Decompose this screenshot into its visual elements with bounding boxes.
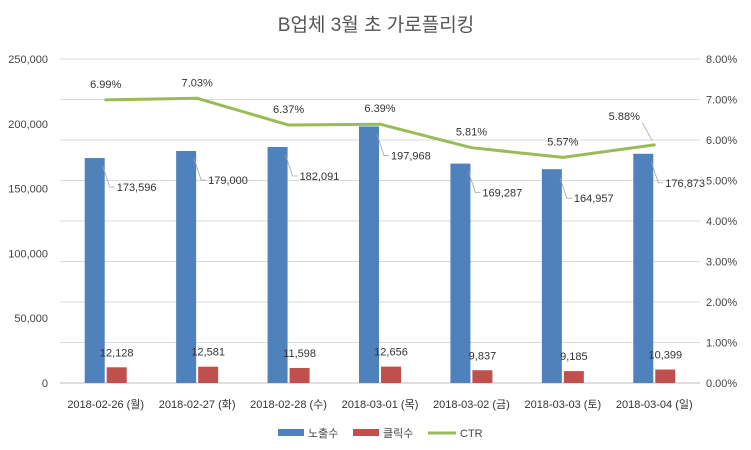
y-right-tick-label: 0.00% — [706, 378, 737, 390]
x-tick-label: 2018-03-02 (금) — [433, 399, 510, 411]
impressions-bar — [84, 158, 105, 383]
ctr-point — [561, 155, 565, 159]
ctr-point — [287, 123, 291, 127]
clicks-bar — [289, 367, 310, 383]
ctr-point — [378, 122, 382, 126]
clicks-data-label: 11,598 — [283, 348, 316, 360]
impressions-bar — [633, 153, 654, 383]
ctr-data-label: 5.57% — [547, 136, 578, 148]
impressions-leader-line — [102, 165, 115, 188]
clicks-bar — [655, 369, 676, 383]
impressions-bar — [267, 147, 288, 383]
clicks-data-label: 12,128 — [100, 347, 134, 359]
impressions-leader-line — [376, 134, 389, 156]
y-left-tick-label: 50,000 — [14, 313, 48, 325]
impressions-data-label: 173,596 — [117, 182, 157, 194]
impressions-data-label: 197,968 — [391, 150, 431, 162]
ctr-data-label: 6.37% — [273, 104, 304, 116]
legend: 노출수 클릭수 CTR — [278, 427, 483, 440]
ctr-data-label: 7.03% — [182, 77, 213, 89]
y-right-tick-label: 8.00% — [706, 54, 737, 66]
impressions-bar — [176, 151, 197, 383]
clicks-data-label: 10,399 — [648, 350, 682, 362]
y-left-tick-label: 0 — [42, 378, 48, 390]
y-left-tick-label: 150,000 — [8, 184, 48, 196]
x-tick-label: 2018-03-03 (토) — [524, 399, 601, 411]
impressions-bar — [450, 163, 471, 383]
y-left-tick-label: 100,000 — [8, 248, 48, 260]
data-labels: 173,596 12,128 179,000 12,581 182,091 11,598 1… — [90, 77, 705, 363]
clicks-data-label: 12,581 — [191, 347, 225, 359]
impressions-bar — [359, 126, 379, 383]
y-left-tick-label: 200,000 — [8, 119, 48, 131]
legend-swatch-impressions — [278, 429, 304, 436]
ctr-data-label: 6.99% — [90, 79, 121, 91]
impressions-leader-line — [285, 154, 298, 177]
x-tick-label: 2018-03-01 (목) — [342, 398, 419, 411]
impressions-data-label: 164,957 — [574, 193, 614, 205]
impressions-data-label: 176,873 — [665, 178, 705, 190]
y-right-tick-label: 6.00% — [706, 135, 737, 147]
y-right-tick-label: 2.00% — [706, 297, 737, 309]
legend-label-clicks: 클릭수 — [383, 427, 413, 440]
impressions-bar — [541, 169, 562, 383]
legend-swatch-clicks — [353, 429, 379, 436]
ctr-point — [104, 98, 108, 102]
clicks-data-label: 12,656 — [374, 347, 408, 359]
clicks-bar — [106, 367, 127, 383]
y-right-tick-label: 4.00% — [706, 216, 737, 228]
y-right-tick-label: 7.00% — [706, 95, 737, 107]
y-right-tick-label: 5.00% — [706, 176, 737, 188]
axis-ticks: 0.00% 1.00% 2.00% 3.00% 4.00% 5.00% 6.00% 7.00%… — [8, 54, 737, 411]
ctr-point — [195, 96, 199, 100]
clicks-data-label: 9,837 — [469, 350, 497, 362]
clicks-data-label: 9,185 — [560, 351, 588, 363]
y-left-tick-label: 250,000 — [8, 54, 48, 66]
legend-label-ctr: CTR — [460, 428, 483, 440]
impressions-leader-line — [650, 161, 664, 184]
clicks-bar — [472, 370, 493, 383]
impressions-data-label: 169,287 — [482, 188, 522, 200]
impressions-data-label: 179,000 — [208, 175, 248, 187]
legend-label-impressions: 노출수 — [308, 427, 338, 440]
ctr-leader-line — [641, 122, 653, 142]
x-tick-label: 2018-03-04 (일) — [616, 397, 693, 411]
ctr-data-label: 5.88% — [609, 111, 640, 123]
ctr-line-group — [104, 96, 656, 159]
impressions-leader-line — [559, 177, 572, 199]
x-tick-label: 2018-02-26 (월) — [67, 398, 144, 411]
clicks-bar — [563, 371, 584, 383]
clicks-bar — [198, 366, 219, 383]
chart-title: B업체 3월 초 가로플리킹 — [278, 14, 474, 36]
bars — [84, 126, 676, 383]
ctr-point — [469, 146, 473, 150]
ctr-data-label: 5.81% — [456, 127, 487, 139]
impressions-leader-line — [468, 171, 481, 194]
x-tick-label: 2018-02-27 (화) — [159, 398, 236, 411]
y-right-tick-label: 3.00% — [706, 257, 737, 269]
ctr-data-label: 6.39% — [364, 103, 395, 115]
ctr-point — [652, 143, 656, 147]
impressions-leader-line — [193, 158, 207, 181]
y-right-tick-label: 1.00% — [706, 338, 737, 350]
clicks-bar — [381, 366, 401, 383]
impressions-data-label: 182,091 — [300, 171, 340, 183]
x-tick-label: 2018-02-28 (수) — [250, 398, 327, 411]
